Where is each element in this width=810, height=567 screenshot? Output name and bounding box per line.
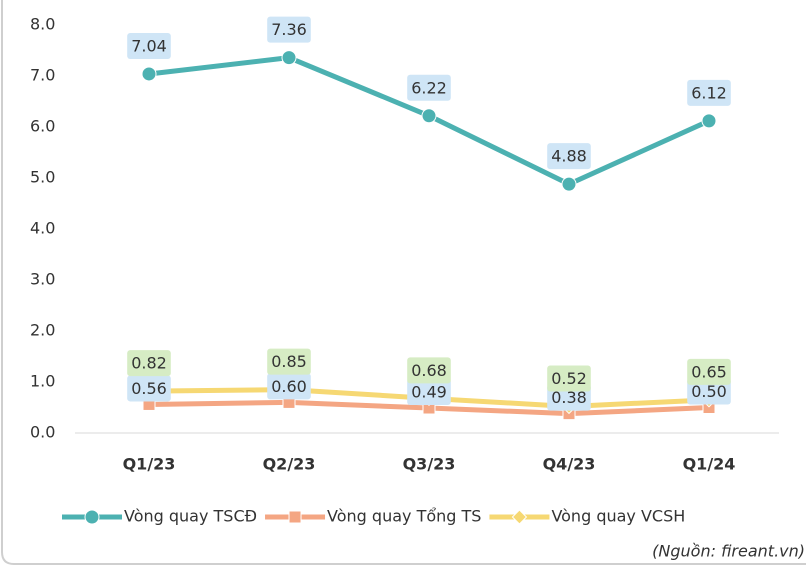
- data-label: 0.49: [407, 379, 451, 406]
- marker: [511, 509, 528, 525]
- data-label-bg: [407, 74, 451, 101]
- data-label-text: 0.60: [271, 377, 307, 396]
- data-label: 0.60: [267, 373, 311, 400]
- data-label: 0.68: [407, 357, 451, 384]
- data-label-text: 4.88: [551, 147, 587, 166]
- y-tick-label: 3.0: [30, 270, 55, 289]
- y-tick-label: 1.0: [30, 372, 55, 391]
- data-label-bg: [267, 348, 311, 375]
- marker: [561, 176, 577, 192]
- data-label-bg: [127, 32, 171, 59]
- data-label: 7.36: [267, 16, 311, 43]
- x-tick-label: Q3/23: [403, 455, 456, 474]
- data-label-bg: [407, 357, 451, 384]
- y-tick-label: 6.0: [30, 117, 55, 136]
- marker: [84, 509, 100, 525]
- data-label-text: 7.04: [131, 36, 167, 55]
- legend-item: Vòng quay Tổng TS: [265, 507, 481, 526]
- data-label-bg: [687, 378, 731, 405]
- legend-label: Vòng quay TSCĐ: [124, 507, 257, 526]
- data-label: 0.52: [547, 365, 591, 392]
- marker: [288, 510, 302, 524]
- data-label-bg: [687, 358, 731, 385]
- x-tick-label: Q2/23: [263, 455, 316, 474]
- source: (Nguồn: fireant.vn): [652, 542, 805, 561]
- data-label-bg: [547, 365, 591, 392]
- data-label: 7.04: [127, 32, 171, 59]
- legend-label: Vòng quay Tổng TS: [327, 507, 481, 526]
- x-tick-label: Q1/24: [683, 455, 736, 474]
- x-tick-label: Q4/23: [543, 455, 596, 474]
- data-label-text: 6.22: [411, 78, 447, 97]
- data-label-bg: [127, 375, 171, 402]
- data-label-bg: [687, 79, 731, 106]
- data-label: 0.56: [127, 375, 171, 402]
- data-label-text: 0.50: [691, 382, 727, 401]
- marker: [141, 66, 157, 82]
- data-label-text: 0.65: [691, 362, 727, 381]
- data-label: 6.22: [407, 74, 451, 101]
- data-label-text: 0.56: [131, 379, 167, 398]
- y-tick-label: 5.0: [30, 168, 55, 187]
- data-label-text: 0.52: [551, 369, 587, 388]
- marker: [281, 50, 297, 66]
- data-label: 0.82: [127, 350, 171, 377]
- y-tick-label: 8.0: [30, 15, 55, 34]
- y-tick-label: 2.0: [30, 321, 55, 340]
- x-tick-label: Q1/23: [123, 455, 176, 474]
- data-label-text: 0.38: [551, 388, 587, 407]
- data-label: 0.65: [687, 358, 731, 385]
- data-label-bg: [267, 16, 311, 43]
- data-label-text: 0.68: [411, 361, 447, 380]
- data-label-bg: [547, 143, 591, 170]
- marker: [701, 113, 717, 129]
- y-tick-label: 7.0: [30, 66, 55, 85]
- legend-item: Vòng quay VCSH: [489, 507, 685, 526]
- data-label-text: 6.12: [691, 83, 727, 102]
- data-label: 6.12: [687, 79, 731, 106]
- data-label-text: 0.85: [271, 352, 307, 371]
- data-label-text: 0.82: [131, 354, 167, 373]
- data-label: 4.88: [547, 143, 591, 170]
- marker: [421, 108, 437, 124]
- data-label-text: 7.36: [271, 20, 307, 39]
- y-tick-label: 0.0: [30, 423, 55, 442]
- data-label-bg: [127, 350, 171, 377]
- y-tick-label: 4.0: [30, 219, 55, 238]
- data-label-bg: [407, 379, 451, 406]
- data-label: 0.50: [687, 378, 731, 405]
- legend-item: Vòng quay TSCĐ: [62, 507, 257, 526]
- data-label-text: 0.49: [411, 383, 447, 402]
- data-label: 0.85: [267, 348, 311, 375]
- data-label-bg: [267, 373, 311, 400]
- legend-label: Vòng quay VCSH: [551, 507, 685, 526]
